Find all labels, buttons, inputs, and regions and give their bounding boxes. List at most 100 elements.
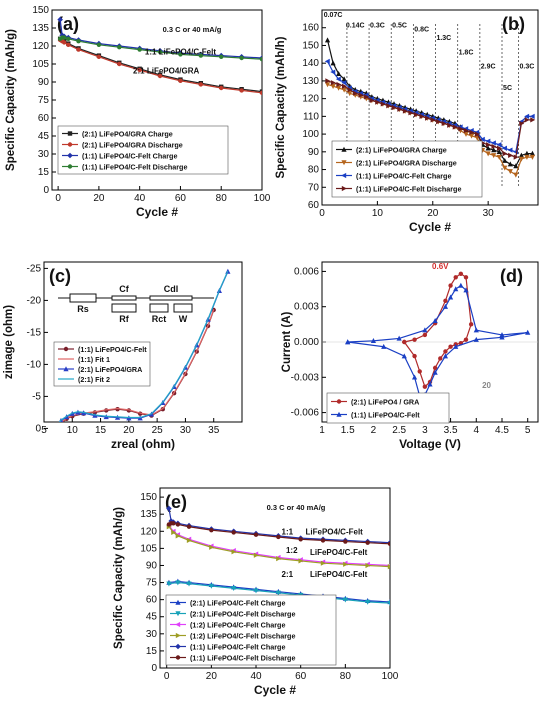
x-tick-label: 10	[372, 208, 384, 219]
data-point-3-5	[96, 42, 102, 47]
y-axis-title: zimage (ohm)	[3, 305, 15, 379]
data-point-3-12	[391, 104, 397, 111]
panel-label: (a)	[57, 14, 79, 34]
circuit-label: Cdl	[164, 284, 179, 294]
legend-entry-0: (2:1) LiFePO4 / GRA	[351, 398, 419, 407]
x-tick-label: 30	[180, 425, 192, 436]
y-tick-label: 70	[308, 182, 320, 193]
x-tick-label: 100	[382, 671, 399, 682]
data-point-0-19	[417, 369, 422, 374]
data-point-1-26	[468, 133, 475, 139]
y-tick-label: 75	[38, 95, 50, 106]
circuit-label: Rs	[77, 304, 89, 314]
data-point-1-13	[259, 90, 262, 95]
legend-box	[57, 125, 229, 175]
data-point-3-2	[175, 533, 181, 539]
y-tick-label: 60	[308, 200, 320, 211]
data-point-1-8	[458, 282, 464, 288]
rate-label: 0.07C	[324, 12, 343, 19]
resistor-rct	[149, 303, 169, 313]
data-point-1-7	[453, 286, 459, 292]
legend-entry-3: (1:1) LiFePO4/C-Felt Discharge	[356, 185, 461, 194]
data-point-0-35	[518, 152, 524, 158]
data-point-5-3	[175, 522, 181, 527]
legend-swatch-marker	[175, 655, 181, 660]
data-point-3-8	[157, 49, 163, 55]
data-point-1-4	[432, 318, 438, 324]
data-point-0-34	[513, 163, 519, 169]
legend-swatch-marker	[341, 185, 347, 192]
data-point-5-4	[186, 524, 192, 529]
data-point-3-25	[463, 127, 469, 134]
data-point-3-3	[186, 537, 192, 544]
chart-panel-a: 0 20 40 60 80 100 0 15 30 45 60 75 90 105 120 135 150 Cyc…	[5, 5, 271, 219]
data-point-1-1	[175, 580, 181, 586]
data-point-1-9	[342, 597, 348, 603]
curve-label: 2:1	[282, 570, 294, 579]
x-tick-label: 25	[152, 425, 164, 436]
series-group	[57, 16, 262, 95]
chart-panel-d: 1 1.5 2 2.5 3 3.5 4 4.5 5 -0.006 -0.003 0.000 0.003 0…	[281, 261, 539, 451]
data-point-2-0	[57, 16, 63, 23]
data-point-3-15	[408, 110, 414, 116]
legend-entry-1: (2:1) LiFePO4/GRA Discharge	[356, 159, 457, 168]
x-axis-title: Cycle #	[409, 220, 451, 234]
data-point-2-2	[335, 76, 341, 82]
x-tick-label: 5	[525, 425, 531, 436]
data-point-0-4	[443, 298, 448, 304]
data-point-3-4	[209, 544, 215, 550]
x-tick-label: 60	[175, 193, 187, 204]
legend-box	[326, 392, 450, 424]
legend-swatch-marker	[341, 146, 347, 152]
series-line-1	[168, 581, 390, 604]
y-tick-label: 135	[140, 509, 157, 520]
y-tick-label: 90	[308, 147, 320, 158]
data-point-3-11	[219, 54, 224, 59]
data-point-2-3	[341, 80, 347, 86]
series-line-0	[403, 273, 472, 388]
y-tick-label: 45	[38, 131, 50, 142]
data-point-1-5	[442, 303, 449, 309]
data-point-1-22	[401, 353, 407, 359]
y-tick-label: 110	[303, 111, 319, 122]
data-point-5-9	[298, 537, 303, 542]
data-point-3-8	[298, 558, 304, 564]
legend-box	[165, 594, 337, 666]
data-point-2-28	[479, 136, 485, 143]
data-point-3-7	[137, 47, 142, 52]
data-point-3-8	[369, 97, 375, 104]
data-point-3-0	[325, 78, 331, 84]
legend: (2:1) LiFePO4/C-Felt Charge (2:1) LiFePO4…	[165, 594, 337, 666]
y-tick-label: -10	[27, 359, 42, 370]
data-point-3-11	[365, 562, 371, 569]
data-point-1-10	[198, 82, 204, 87]
data-point-1-32	[502, 165, 508, 171]
y-tick-label: 30	[38, 149, 50, 160]
series-line-1	[60, 309, 215, 422]
x-tick-label: 3.5	[444, 425, 458, 436]
y-tick-label: 90	[146, 560, 158, 571]
circuit-label: W	[179, 314, 188, 324]
data-point-1-14	[473, 336, 479, 342]
data-point-2-31	[496, 142, 502, 148]
x-tick-label: 20	[206, 671, 218, 682]
y-tick-label: 160	[302, 23, 319, 34]
data-point-2-29	[485, 138, 491, 144]
data-point-1-29	[485, 151, 491, 157]
data-point-1-30	[491, 153, 497, 159]
data-point-3-22	[447, 122, 453, 128]
data-point-3-11	[386, 103, 392, 109]
data-point-3-2	[62, 35, 67, 40]
data-point-3-24	[458, 126, 464, 132]
x-tick-label: 35	[208, 425, 220, 436]
data-point-1-10	[473, 327, 479, 333]
data-point-3-12	[387, 564, 390, 570]
x-axis-title: Voltage (V)	[399, 437, 461, 451]
legend-entry-0: (2:1) LiFePO4/C-Felt Charge	[190, 599, 285, 608]
rate-label: 0.14C	[346, 23, 365, 30]
data-point-2-30	[490, 140, 496, 146]
legend-swatch-marker	[336, 411, 342, 417]
y-tick-label: 0.000	[294, 337, 319, 348]
x-tick-label: 4	[474, 425, 480, 436]
data-point-3-17	[419, 113, 425, 119]
